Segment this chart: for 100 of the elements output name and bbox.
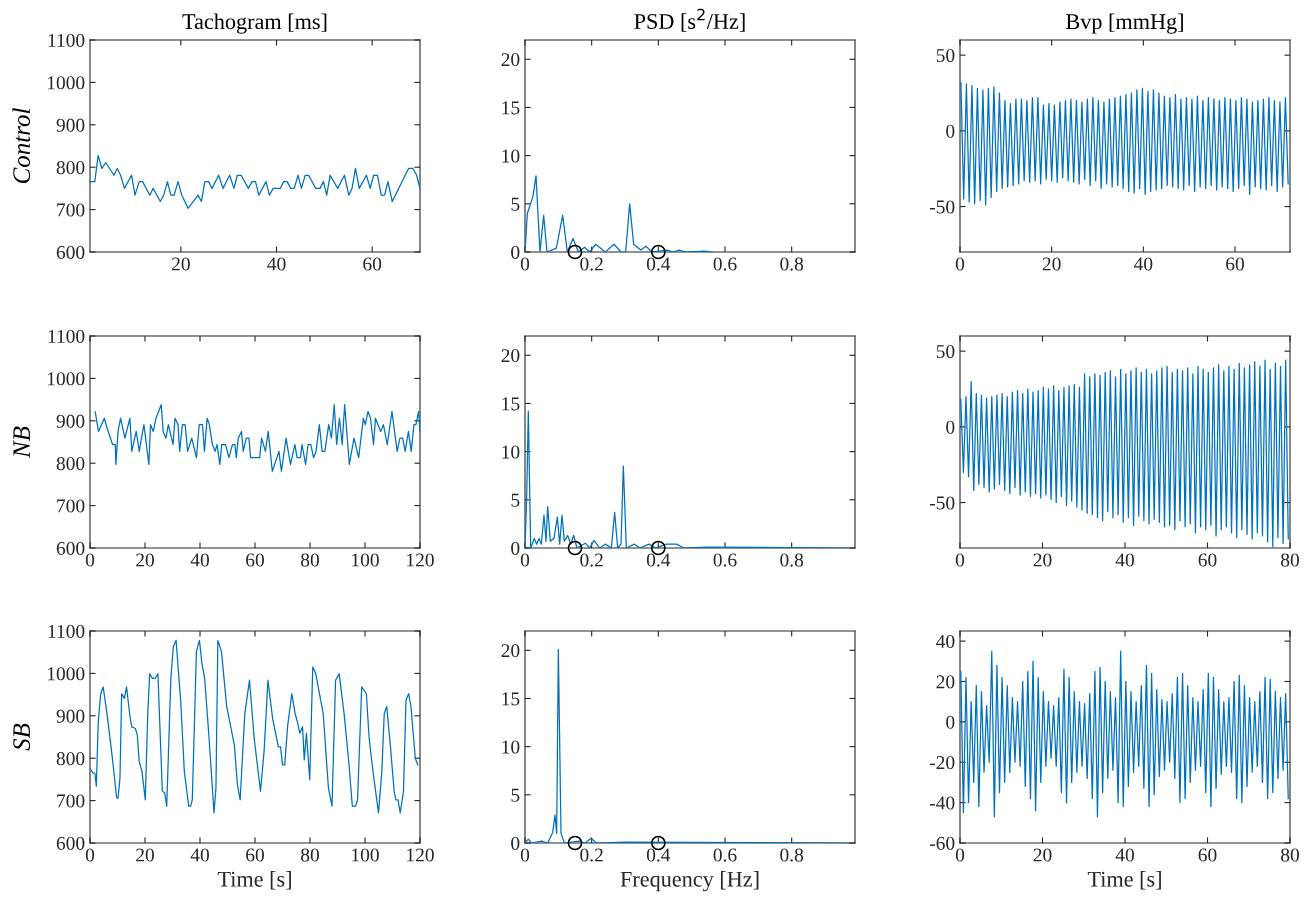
y-tick-label: 600 [56, 541, 85, 555]
x-tick-label: 0.8 [780, 257, 804, 271]
x-tick-label: 0 [955, 257, 965, 271]
y-tick-label: 800 [56, 752, 85, 766]
x-tick-label: 0 [955, 553, 965, 567]
x-tick-label: 60 [1226, 257, 1244, 271]
x-tick-label: 20 [136, 848, 154, 862]
y-tick-label: 700 [57, 203, 85, 217]
x-tick-label: 0.2 [580, 553, 603, 567]
y-tick-label: 5 [511, 197, 520, 211]
x-tick-label: 0 [520, 848, 530, 862]
x-tick-label: 20 [1033, 553, 1052, 567]
y-tick-label: 50 [936, 48, 955, 63]
y-tick-label: 1100 [48, 33, 85, 47]
y-tick-label: 15 [502, 692, 520, 706]
x-tick-label: 40 [267, 257, 286, 271]
y-tick-label: 0 [511, 541, 520, 555]
x-tick-label: 120 [407, 848, 434, 862]
y-tick-label: 1000 [47, 667, 85, 681]
x-tick-label: 80 [1281, 553, 1299, 567]
y-tick-label: 20 [501, 53, 520, 67]
x-tick-label: 80 [301, 553, 319, 567]
x-axis-title: Time [s] [217, 871, 291, 890]
x-tick-label: 20 [172, 257, 190, 271]
y-tick-label: 0 [511, 245, 520, 259]
x-tick-label: 0.8 [780, 553, 804, 567]
y-tick-label: 0 [511, 836, 520, 850]
y-tick-label: 20 [936, 675, 955, 689]
y-axis-title: NB [13, 426, 30, 459]
x-tick-label: 40 [190, 848, 209, 862]
y-tick-label: 1000 [47, 372, 85, 386]
y-tick-label: 10 [502, 740, 520, 754]
y-tick-label: -50 [929, 496, 955, 510]
x-axis-title: Frequency [Hz] [620, 871, 759, 892]
y-tick-label: 10 [502, 149, 520, 163]
x-tick-label: 40 [1115, 848, 1134, 862]
x-tick-label: 0 [85, 848, 95, 862]
y-tick-label: 700 [57, 499, 85, 513]
x-tick-label: 0 [85, 553, 95, 567]
y-tick-label: 800 [56, 161, 85, 175]
y-tick-label: 15 [502, 397, 520, 411]
y-tick-label: 600 [56, 245, 85, 259]
chart-title: Tachogram [ms] [182, 13, 327, 34]
x-tick-label: 120 [407, 553, 434, 567]
y-tick-label: 10 [502, 445, 520, 459]
x-tick-label: 60 [246, 848, 264, 862]
y-tick-label: -40 [929, 796, 955, 810]
chart-title: Bvp [mmHg] [1066, 13, 1183, 34]
chart-title: PSD [s$^{2}$/Hz] [634, 8, 745, 32]
y-tick-label: 1100 [48, 329, 85, 343]
x-tick-label: 20 [1042, 257, 1061, 271]
x-tick-label: 0 [520, 553, 530, 567]
y-tick-label: 900 [56, 709, 85, 723]
y-tick-label: -20 [929, 756, 955, 770]
y-tick-label: 700 [57, 794, 85, 808]
y-tick-label: 5 [511, 493, 520, 507]
x-tick-label: 0.2 [580, 848, 603, 862]
x-tick-label: 0 [520, 257, 530, 271]
y-tick-label: 900 [56, 118, 85, 132]
x-axis-title: Time [s] [1087, 871, 1161, 890]
x-tick-label: 0.6 [713, 553, 737, 567]
y-axis-title: Control [12, 108, 31, 184]
y-tick-label: 600 [56, 836, 85, 850]
x-tick-label: 60 [246, 553, 264, 567]
x-tick-label: 0.4 [646, 848, 671, 862]
y-axis-title: SB [13, 723, 31, 751]
x-tick-label: 0.8 [780, 848, 804, 862]
x-tick-label: 0 [955, 848, 965, 862]
y-tick-label: 900 [56, 414, 85, 428]
y-tick-label: 50 [936, 344, 955, 359]
y-tick-label: 1000 [47, 76, 85, 90]
y-tick-label: 0 [946, 124, 955, 138]
x-tick-label: 0.6 [713, 257, 737, 271]
y-tick-label: -50 [929, 200, 955, 214]
x-tick-label: 60 [1198, 848, 1217, 862]
x-tick-label: 0.4 [646, 257, 671, 271]
y-tick-label: 40 [936, 634, 955, 649]
x-tick-label: 100 [352, 848, 379, 862]
y-tick-label: 0 [946, 420, 955, 434]
x-tick-label: 0.2 [580, 257, 603, 271]
x-tick-label: 40 [1115, 553, 1134, 567]
x-tick-label: 80 [301, 848, 319, 862]
x-tick-label: 0.6 [713, 848, 737, 862]
x-tick-label: 100 [352, 553, 379, 567]
x-tick-label: 60 [1198, 553, 1217, 567]
y-tick-label: -60 [929, 836, 955, 850]
x-tick-label: 0.4 [646, 553, 671, 567]
y-tick-label: 800 [56, 457, 85, 471]
x-tick-label: 40 [1133, 257, 1153, 271]
y-tick-label: 0 [946, 715, 955, 729]
y-tick-label: 1100 [48, 624, 85, 638]
x-tick-label: 40 [190, 553, 209, 567]
y-tick-label: 5 [511, 788, 520, 802]
x-tick-label: 20 [1033, 848, 1052, 862]
x-tick-label: 20 [136, 553, 154, 567]
y-tick-label: 20 [501, 644, 520, 658]
x-tick-label: 80 [1281, 848, 1299, 862]
y-tick-label: 20 [501, 349, 520, 363]
y-tick-label: 15 [502, 101, 520, 115]
x-tick-label: 60 [363, 257, 382, 271]
